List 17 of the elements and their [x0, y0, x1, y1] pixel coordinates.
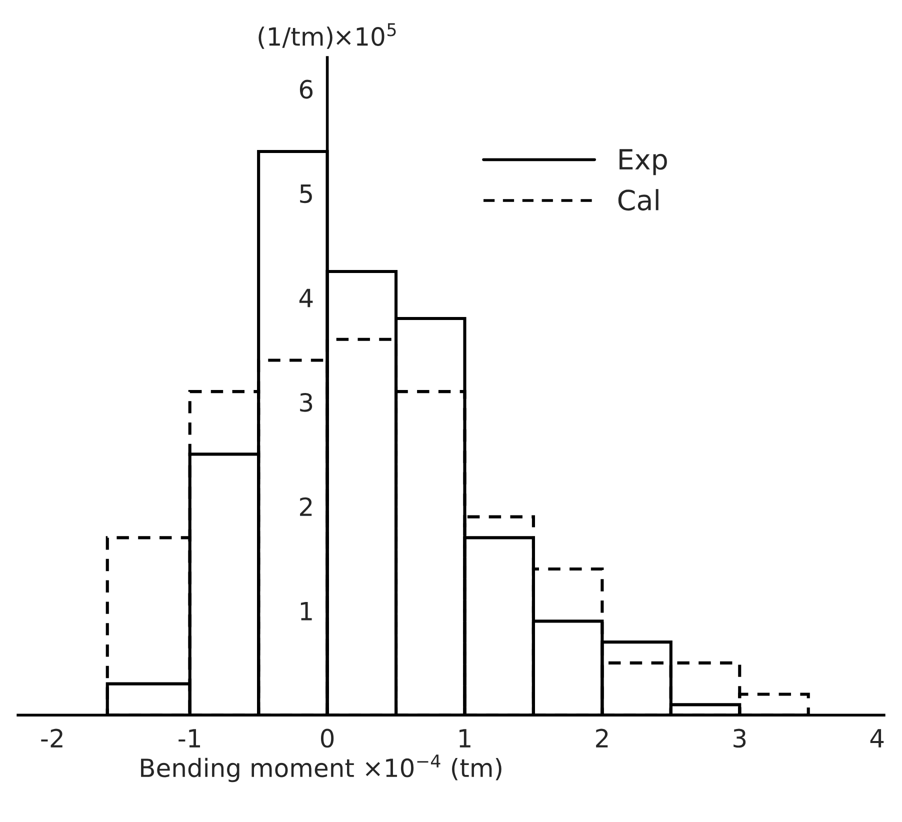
legend-label: Exp	[620, 149, 667, 176]
y-tick-label: 2	[300, 497, 312, 516]
y-tick-label: 4	[299, 288, 313, 308]
x-tick-label: 3	[734, 728, 746, 748]
x-axis-title: Bending moment ×10$^{−4}$ (tm)	[141, 754, 502, 782]
y-tick-label: 1	[300, 602, 312, 620]
y-axis-title: (1/tm)×10$^{5}$	[258, 23, 396, 49]
legend-label: Cal	[618, 189, 658, 211]
x-tick-label: -1	[178, 729, 200, 748]
y-tick-label: 3	[300, 392, 312, 412]
x-tick-label: 1	[460, 729, 470, 748]
y-tick-label: 5	[300, 184, 312, 204]
x-tick-label: 4	[870, 729, 884, 748]
x-tick-label: 2	[596, 728, 608, 748]
y-tick-label: 6	[300, 80, 313, 99]
x-tick-label: 0	[320, 728, 334, 748]
x-tick-label: -2	[41, 728, 62, 748]
